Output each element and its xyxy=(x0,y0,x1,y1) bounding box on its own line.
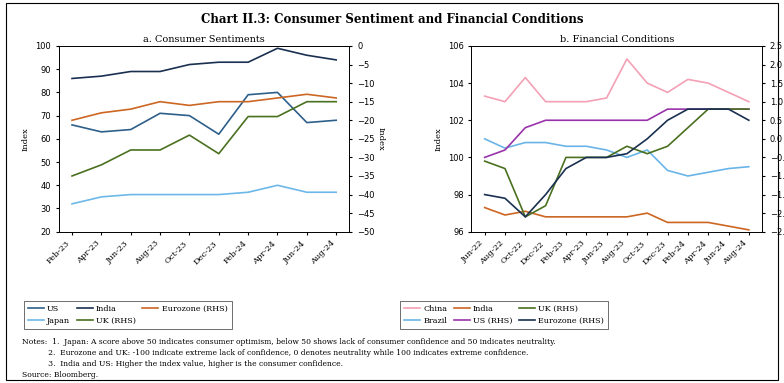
Text: Notes:  1.  Japan: A score above 50 indicates consumer optimism, below 50 shows : Notes: 1. Japan: A score above 50 indica… xyxy=(22,338,556,368)
Y-axis label: Index: Index xyxy=(434,127,442,151)
Text: Source: Bloomberg.: Source: Bloomberg. xyxy=(22,371,98,379)
Y-axis label: Index: Index xyxy=(376,127,384,151)
Title: b. Financial Conditions: b. Financial Conditions xyxy=(560,35,674,44)
Title: a. Consumer Sentiments: a. Consumer Sentiments xyxy=(143,35,265,44)
Legend: US, Japan, India, UK (RHS), Eurozone (RHS): US, Japan, India, UK (RHS), Eurozone (RH… xyxy=(24,301,231,329)
Y-axis label: Index: Index xyxy=(22,127,30,151)
Legend: China, Brazil, India, US (RHS), UK (RHS), Eurozone (RHS): China, Brazil, India, US (RHS), UK (RHS)… xyxy=(400,301,608,329)
Text: Chart II.3: Consumer Sentiment and Financial Conditions: Chart II.3: Consumer Sentiment and Finan… xyxy=(201,13,583,26)
